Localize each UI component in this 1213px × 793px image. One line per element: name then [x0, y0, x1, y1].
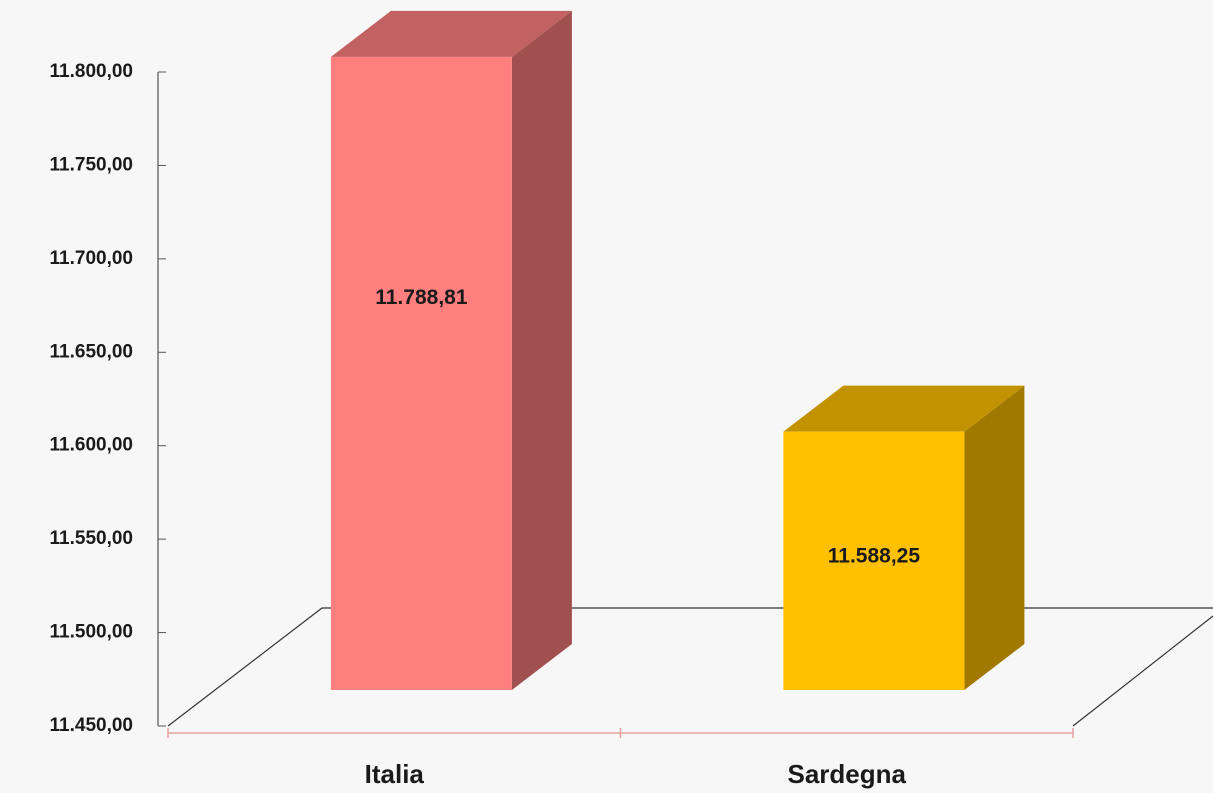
bar-side: [511, 10, 572, 691]
bar: [330, 56, 512, 691]
y-tick-label: 11.450,00: [50, 715, 133, 736]
y-tick-label: 11.550,00: [50, 528, 133, 549]
y-tick-label: 11.750,00: [50, 154, 133, 175]
y-tick-label: 11.800,00: [50, 61, 133, 82]
y-tick-label: 11.650,00: [50, 341, 133, 362]
y-tick-label: 11.700,00: [50, 248, 133, 269]
bar-top: [783, 385, 1025, 432]
value-label: 11.788,81: [375, 286, 468, 309]
floor-right: [1072, 615, 1213, 727]
x-tick-label: Italia: [365, 759, 425, 789]
bar: [783, 431, 965, 690]
bar-side: [964, 385, 1025, 690]
floor-back: [167, 607, 1213, 727]
value-label: 11.588,25: [828, 544, 921, 567]
bar-top: [330, 10, 572, 57]
y-tick-label: 11.600,00: [50, 435, 133, 456]
x-tick-label: Sardegna: [788, 759, 907, 789]
y-tick-label: 11.500,00: [50, 622, 133, 643]
